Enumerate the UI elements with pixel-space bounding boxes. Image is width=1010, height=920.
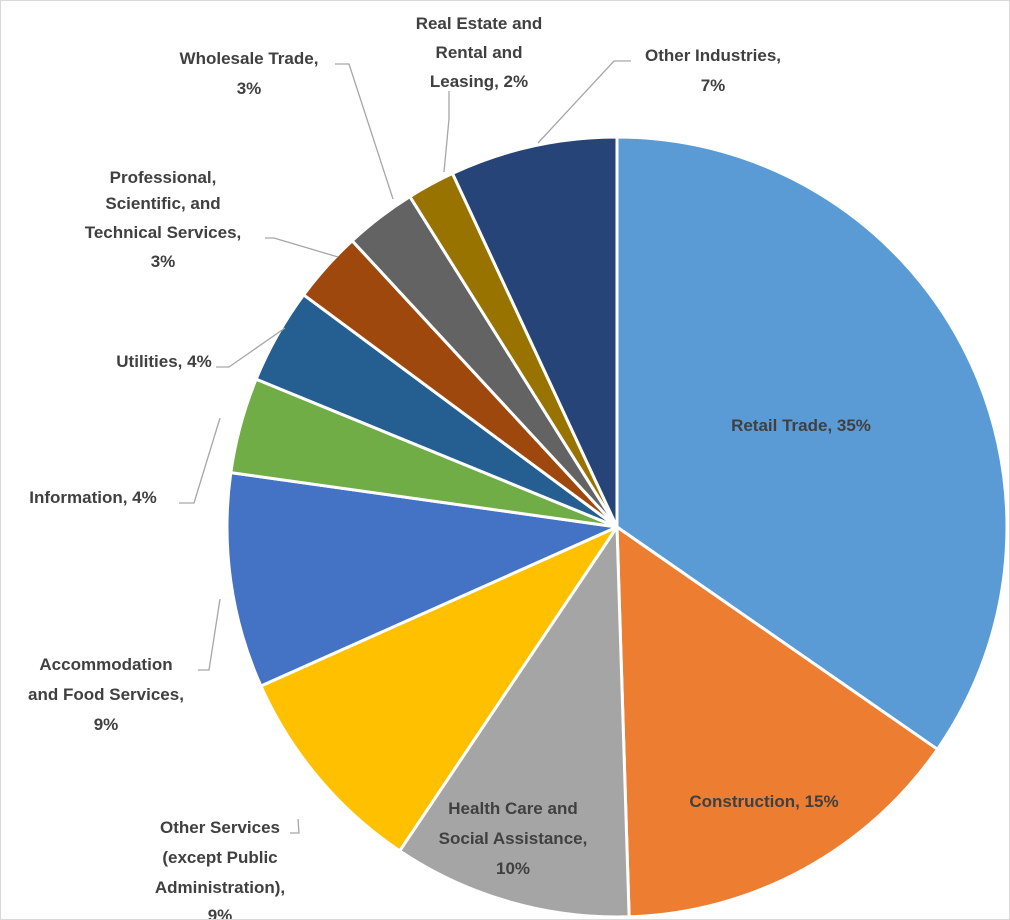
data-labels: Retail Trade, 35% Construction, 15% Health… xyxy=(28,14,871,919)
data-label-11: Other Industries, 7% xyxy=(645,46,781,95)
data-label-5: Accommodation and Food Services, 9% xyxy=(28,655,184,734)
pie-slice-5 xyxy=(225,471,619,688)
leader-line-9 xyxy=(335,63,394,200)
data-label-4: Other Services (except Public Administrati… xyxy=(155,818,285,919)
data-label-3: Health Care and Social Assistance, 10% xyxy=(439,799,588,878)
data-label-1: Retail Trade, 35% xyxy=(731,416,871,435)
pie-slice-2 xyxy=(615,525,939,919)
pie-slice-4 xyxy=(259,525,619,853)
data-label-6: Information, 4% xyxy=(29,488,157,507)
data-label-10: Real Estate and Rental and Leasing, 2% xyxy=(416,14,543,91)
leader-line-6 xyxy=(179,417,221,504)
data-label-8: Professional, Scientific, and Technical Se… xyxy=(85,168,242,271)
leader-line-10 xyxy=(443,91,450,173)
data-label-9: Wholesale Trade, 3% xyxy=(180,49,319,98)
leader-line-11 xyxy=(537,60,631,144)
pie-slices xyxy=(225,135,1009,919)
data-label-2: Construction, 15% xyxy=(689,792,838,811)
pie-slice-11 xyxy=(450,135,619,529)
leader-line-5 xyxy=(198,598,221,671)
leader-line-7 xyxy=(216,327,286,368)
leader-lines xyxy=(179,60,631,834)
leader-line-4 xyxy=(290,818,300,834)
leader-line-8 xyxy=(265,237,339,258)
pie-slice-1 xyxy=(615,135,1009,751)
pie-slice-3 xyxy=(398,525,631,919)
data-label-7: Utilities, 4% xyxy=(116,352,211,371)
